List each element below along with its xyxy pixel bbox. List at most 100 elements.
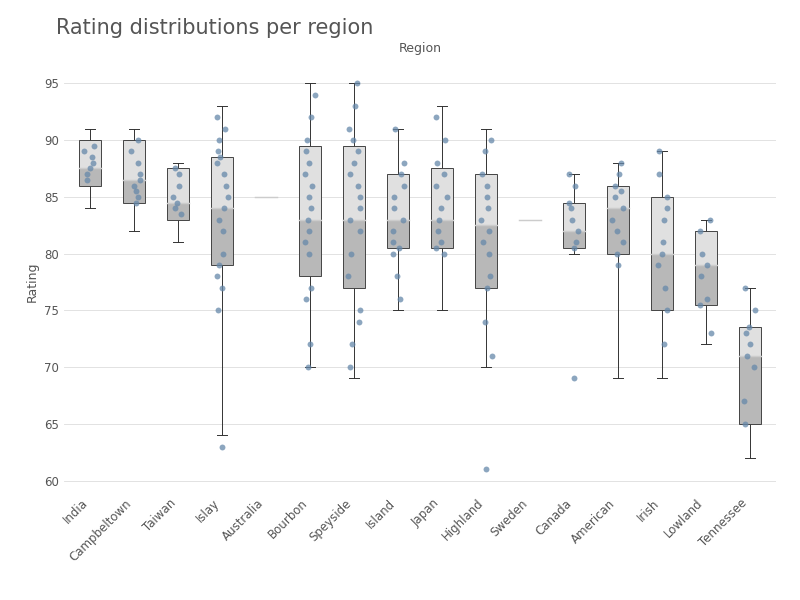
Point xyxy=(132,158,145,167)
Point xyxy=(300,146,313,156)
Point xyxy=(617,203,630,213)
Point xyxy=(219,124,232,134)
Point xyxy=(482,203,494,213)
Point xyxy=(299,169,312,179)
Bar xyxy=(738,328,761,356)
Bar xyxy=(167,169,190,203)
Point xyxy=(170,198,183,208)
Point xyxy=(348,158,361,167)
Point xyxy=(701,260,714,270)
Point xyxy=(173,181,186,190)
Point xyxy=(441,192,454,202)
Bar xyxy=(606,185,629,254)
Point xyxy=(430,181,442,190)
Bar xyxy=(79,140,102,185)
Point xyxy=(479,317,492,326)
Point xyxy=(134,175,146,185)
Point xyxy=(213,136,226,145)
Point xyxy=(608,181,621,190)
Point xyxy=(482,249,495,259)
Point xyxy=(748,362,761,372)
Bar xyxy=(123,140,146,180)
Point xyxy=(302,362,314,372)
Point xyxy=(218,203,230,213)
Bar xyxy=(387,174,409,220)
Point xyxy=(744,340,757,349)
Point xyxy=(218,169,230,179)
Point xyxy=(389,124,402,134)
Bar xyxy=(387,174,409,248)
Point xyxy=(434,238,447,247)
Point xyxy=(613,169,626,179)
Point xyxy=(740,328,753,338)
Point xyxy=(169,164,182,173)
Point xyxy=(661,192,674,202)
Point xyxy=(303,249,316,259)
Point xyxy=(344,169,357,179)
Point xyxy=(438,249,450,259)
Text: Region: Region xyxy=(398,42,442,55)
Point xyxy=(343,362,356,372)
Point xyxy=(131,192,144,202)
Point xyxy=(134,169,146,179)
Bar xyxy=(738,356,761,424)
Point xyxy=(131,136,144,145)
Point xyxy=(81,169,94,179)
Point xyxy=(305,203,318,213)
Point xyxy=(386,238,399,247)
Point xyxy=(658,340,671,349)
Point xyxy=(433,215,446,224)
Point xyxy=(130,198,142,208)
Bar xyxy=(606,185,629,208)
Point xyxy=(305,283,318,292)
Point xyxy=(653,146,666,156)
Point xyxy=(609,192,622,202)
Bar xyxy=(211,157,234,265)
Point xyxy=(481,283,494,292)
Point xyxy=(566,215,578,224)
Point xyxy=(703,215,716,224)
Point xyxy=(479,146,492,156)
Bar xyxy=(431,220,453,248)
Point xyxy=(352,181,365,190)
Point xyxy=(86,152,98,162)
Point xyxy=(398,158,410,167)
Point xyxy=(701,294,714,304)
Bar xyxy=(694,231,717,265)
Point xyxy=(738,419,751,428)
Point xyxy=(392,243,405,253)
Y-axis label: Rating: Rating xyxy=(26,262,38,302)
Point xyxy=(694,300,706,310)
Bar xyxy=(299,220,321,277)
Point xyxy=(386,249,399,259)
Point xyxy=(127,181,140,190)
Point xyxy=(344,215,357,224)
Point xyxy=(570,238,582,247)
Point xyxy=(562,169,575,179)
Point xyxy=(611,249,624,259)
Point xyxy=(301,136,314,145)
Bar xyxy=(123,140,146,203)
Point xyxy=(174,209,187,218)
Point xyxy=(430,158,443,167)
Point xyxy=(481,192,494,202)
Point xyxy=(217,226,230,236)
Point xyxy=(78,146,91,156)
Point xyxy=(476,169,489,179)
Bar xyxy=(343,220,365,287)
Point xyxy=(87,158,100,167)
Bar xyxy=(343,146,365,287)
Bar xyxy=(738,328,761,424)
Bar xyxy=(123,180,146,203)
Point xyxy=(216,283,229,292)
Point xyxy=(477,238,490,247)
Point xyxy=(482,226,495,236)
Point xyxy=(212,215,225,224)
Point xyxy=(656,238,669,247)
Point xyxy=(567,374,580,383)
Point xyxy=(568,243,581,253)
Point xyxy=(660,305,673,315)
Point xyxy=(211,113,224,122)
Point xyxy=(386,226,399,236)
Text: Rating distributions per region: Rating distributions per region xyxy=(56,18,374,38)
